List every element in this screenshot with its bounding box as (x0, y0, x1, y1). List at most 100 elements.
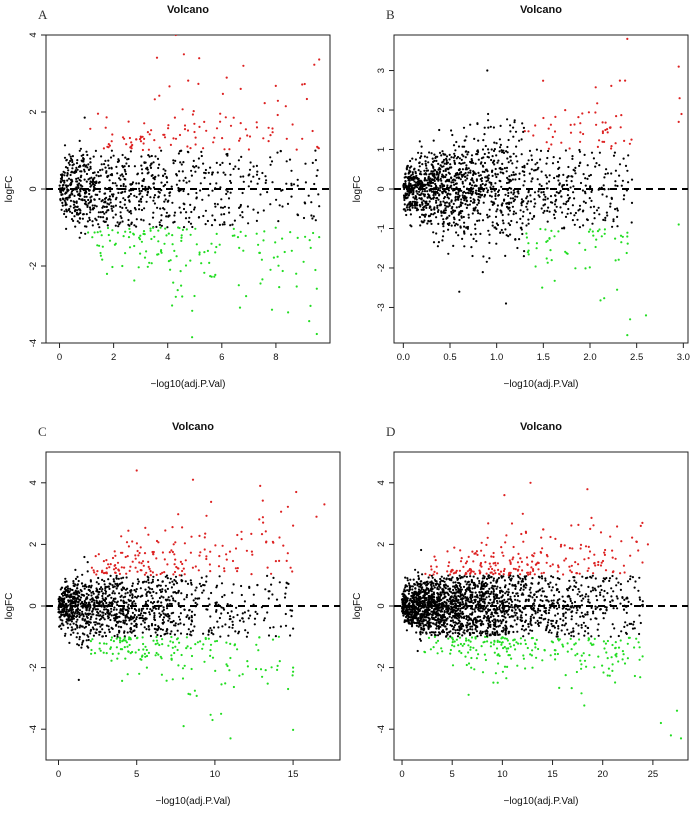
data-point (95, 596, 98, 600)
data-point (484, 176, 487, 179)
data-point (242, 64, 245, 67)
data-point (227, 206, 230, 209)
data-point (114, 213, 117, 216)
data-point (135, 622, 138, 626)
data-point (555, 583, 558, 586)
data-point (525, 224, 528, 227)
data-point (147, 560, 150, 564)
data-point (138, 551, 141, 555)
data-point (200, 585, 203, 588)
data-point (417, 151, 420, 154)
data-point (490, 158, 493, 162)
data-point (168, 617, 171, 620)
data-point (89, 632, 92, 635)
data-point (114, 204, 117, 207)
data-point (224, 682, 227, 685)
data-point (469, 200, 472, 203)
data-point (223, 570, 226, 573)
data-point (71, 155, 74, 158)
data-point (267, 126, 270, 129)
data-point (543, 209, 546, 213)
data-point (288, 158, 292, 161)
data-point (134, 557, 137, 560)
data-point (276, 99, 279, 102)
data-point (192, 110, 195, 113)
data-point (535, 247, 538, 250)
data-point (121, 586, 125, 589)
data-point (130, 589, 133, 592)
data-point (464, 197, 467, 200)
data-point (61, 204, 64, 207)
data-point (452, 144, 456, 147)
data-point (463, 232, 466, 235)
data-point (129, 192, 132, 196)
data-point (564, 149, 568, 152)
data-point (434, 193, 437, 196)
data-point (310, 214, 313, 217)
data-point (423, 193, 426, 196)
data-point (194, 227, 197, 230)
data-point (233, 644, 236, 647)
data-point (206, 608, 209, 611)
data-point (110, 636, 113, 639)
data-point (165, 630, 168, 633)
data-point (211, 189, 214, 192)
data-point (296, 213, 299, 216)
data-point (97, 181, 100, 184)
data-point (513, 198, 517, 201)
data-point (610, 196, 613, 199)
data-point (462, 126, 466, 129)
x-tick-label: 0.0 (397, 352, 410, 363)
data-point (263, 617, 266, 620)
data-point (529, 200, 533, 203)
data-point (83, 599, 86, 603)
data-point (180, 574, 183, 577)
data-point (547, 206, 550, 209)
data-point (105, 217, 108, 220)
data-point (487, 119, 490, 122)
data-point (68, 619, 71, 622)
data-point (454, 199, 457, 202)
data-point (217, 626, 220, 629)
data-point (278, 536, 281, 539)
data-point (521, 122, 524, 125)
data-point (530, 180, 533, 183)
data-point (187, 193, 190, 196)
data-point (97, 582, 100, 586)
data-point (460, 651, 463, 655)
data-point (436, 210, 440, 213)
data-point (531, 560, 534, 563)
data-point (210, 629, 213, 632)
data-point (172, 543, 175, 546)
data-point (106, 175, 109, 179)
data-point (403, 588, 406, 591)
data-point (173, 553, 176, 556)
data-point (426, 156, 429, 159)
data-point (188, 180, 191, 183)
data-point (419, 224, 422, 227)
data-point (67, 169, 70, 172)
data-point (504, 254, 507, 257)
data-point (451, 611, 454, 614)
data-point (138, 236, 141, 239)
data-point (85, 592, 88, 595)
data-point (138, 200, 141, 203)
data-point (70, 171, 73, 174)
data-point (318, 58, 321, 61)
data-point (440, 647, 443, 650)
data-point (559, 545, 563, 548)
data-point (476, 635, 479, 638)
data-point (194, 143, 197, 146)
data-point (439, 186, 442, 189)
data-point (148, 613, 151, 616)
data-point (507, 194, 510, 197)
data-point (138, 138, 142, 141)
data-point (174, 159, 177, 162)
data-point (564, 250, 567, 253)
data-point (529, 212, 532, 215)
data-point (205, 575, 208, 578)
x-tick-label: 8 (273, 352, 278, 363)
data-point (520, 560, 524, 564)
data-point (161, 618, 165, 622)
data-point (111, 592, 114, 595)
